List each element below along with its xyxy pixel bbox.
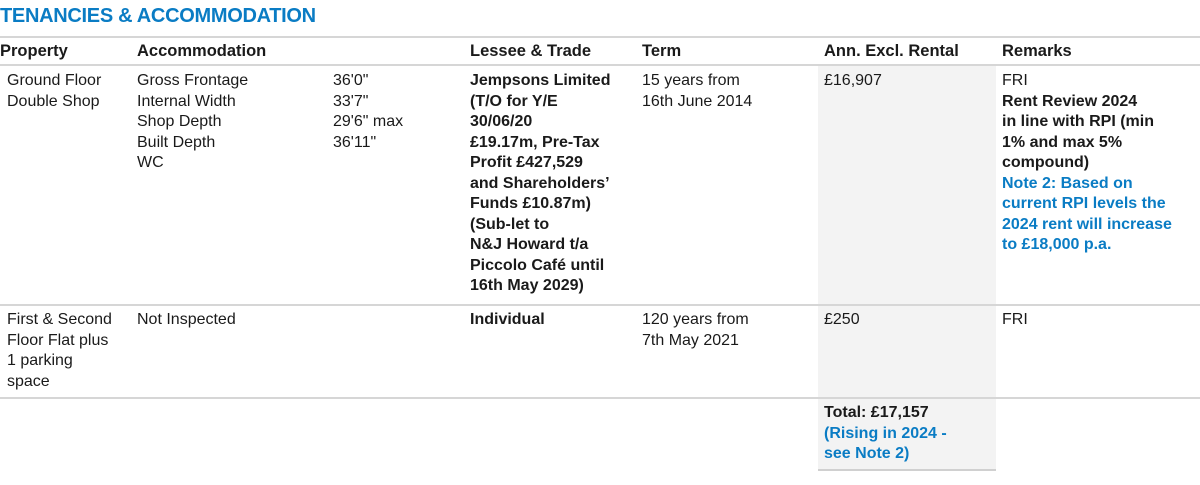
lessee-cell-line: N&J Howard t/a <box>470 236 589 253</box>
accommodation-label: Gross Frontage <box>137 72 249 89</box>
rental-cell: £16,907 <box>824 72 882 89</box>
header-property: Property <box>0 42 68 60</box>
header-term: Term <box>642 42 682 60</box>
remarks-note-line: Note 2: Based on <box>1002 174 1133 192</box>
table-top-border <box>0 36 1200 38</box>
remarks-bold-line: in line with RPI (min <box>1002 113 1154 130</box>
accommodation-value: 36'11" <box>333 133 377 151</box>
section-title: TENANCIES & ACCOMMODATION <box>0 5 316 27</box>
accommodation-labels: Gross Frontage Internal Width Shop Depth… <box>137 71 248 174</box>
lessee-cell-line: 30/06/20 <box>470 113 533 130</box>
row-divider <box>0 397 1200 399</box>
row-divider <box>0 304 1200 306</box>
total-note: see Note 2) <box>824 445 910 462</box>
accommodation-value: 29'6" max <box>333 113 404 130</box>
property-cell: Ground Floor Double Shop <box>7 71 101 112</box>
property-line: First & Second <box>7 311 112 328</box>
property-cell: First & Second Floor Flat plus 1 parking… <box>7 310 112 392</box>
property-line: Double Shop <box>7 92 100 110</box>
remarks-bold-line: Rent Review 2024 <box>1002 92 1138 110</box>
total-underline <box>818 469 996 471</box>
lessee-cell: Individual <box>470 311 545 328</box>
term-line: 15 years from <box>642 72 740 89</box>
header-accommodation: Accommodation <box>137 42 267 60</box>
header-rental: Ann. Excl. Rental <box>824 42 959 60</box>
remarks-bold-line: compound) <box>1002 154 1090 171</box>
accommodation-label: WC <box>137 154 164 171</box>
property-line: 1 parking <box>7 352 73 369</box>
term-cell: 120 years from 7th May 2021 <box>642 310 749 351</box>
property-line: space <box>7 372 50 390</box>
accommodation-values: 36'0" 33'7" 29'6" max 36'11" <box>333 71 403 153</box>
total-cell: Total: £17,157 (Rising in 2024 - see Not… <box>824 403 947 465</box>
accommodation-label: Built Depth <box>137 133 216 151</box>
remarks-note-line: current RPI levels the <box>1002 195 1166 212</box>
accommodation-label: Internal Width <box>137 92 236 110</box>
remarks-line: FRI <box>1002 72 1028 89</box>
header-divider <box>0 64 1200 66</box>
remarks-note-line: 2024 rent will increase <box>1002 215 1172 233</box>
lessee-cell-line: Funds £10.87m) <box>470 195 591 212</box>
accommodation-cell: Not Inspected <box>137 311 236 328</box>
total-label: Total: £17,157 <box>824 404 929 421</box>
remarks-bold-line: 1% and max 5% <box>1002 133 1123 151</box>
remarks-cell: FRI <box>1002 311 1028 328</box>
lessee-cell-line: Profit £427,529 <box>470 154 583 171</box>
lessee-cell-line: £19.17m, Pre-Tax <box>470 133 600 151</box>
term-line: 7th May 2021 <box>642 331 739 349</box>
lessee-cell-line: (T/O for Y/E <box>470 92 558 110</box>
term-line: 16th June 2014 <box>642 92 753 110</box>
remarks-note-line: to £18,000 p.a. <box>1002 236 1112 253</box>
header-remarks: Remarks <box>1002 42 1072 60</box>
term-line: 120 years from <box>642 311 749 328</box>
accommodation-label: Shop Depth <box>137 113 222 130</box>
term-cell: 15 years from 16th June 2014 <box>642 71 752 112</box>
lessee-cell-line: and Shareholders’ <box>470 174 610 192</box>
total-note: (Rising in 2024 - <box>824 424 947 442</box>
lessee-cell-line: (Sub-let to <box>470 215 550 233</box>
lessee-cell-line: Jempsons Limited <box>470 72 611 89</box>
rental-cell: £250 <box>824 311 860 328</box>
lessee-cell-line: Piccolo Café until <box>470 256 605 274</box>
property-line: Floor Flat plus <box>7 331 109 349</box>
remarks-note: Note 2: Based on current RPI levels the 20… <box>1002 174 1172 256</box>
remarks-bold: Rent Review 2024 in line with RPI (min 1% … <box>1002 92 1172 174</box>
property-line: Ground Floor <box>7 72 102 89</box>
lessee-cell-line: 16th May 2029) <box>470 277 584 294</box>
accommodation-value: 36'0" <box>333 72 369 89</box>
lessee-cell: Jempsons Limited (T/O for Y/E 30/06/20 £19.… <box>470 71 610 297</box>
remarks-cell: FRI Rent Review 2024 in line with RPI (mi… <box>1002 71 1172 256</box>
rental-column-shade <box>818 66 996 470</box>
header-lessee: Lessee & Trade <box>470 42 592 60</box>
accommodation-value: 33'7" <box>333 92 369 110</box>
